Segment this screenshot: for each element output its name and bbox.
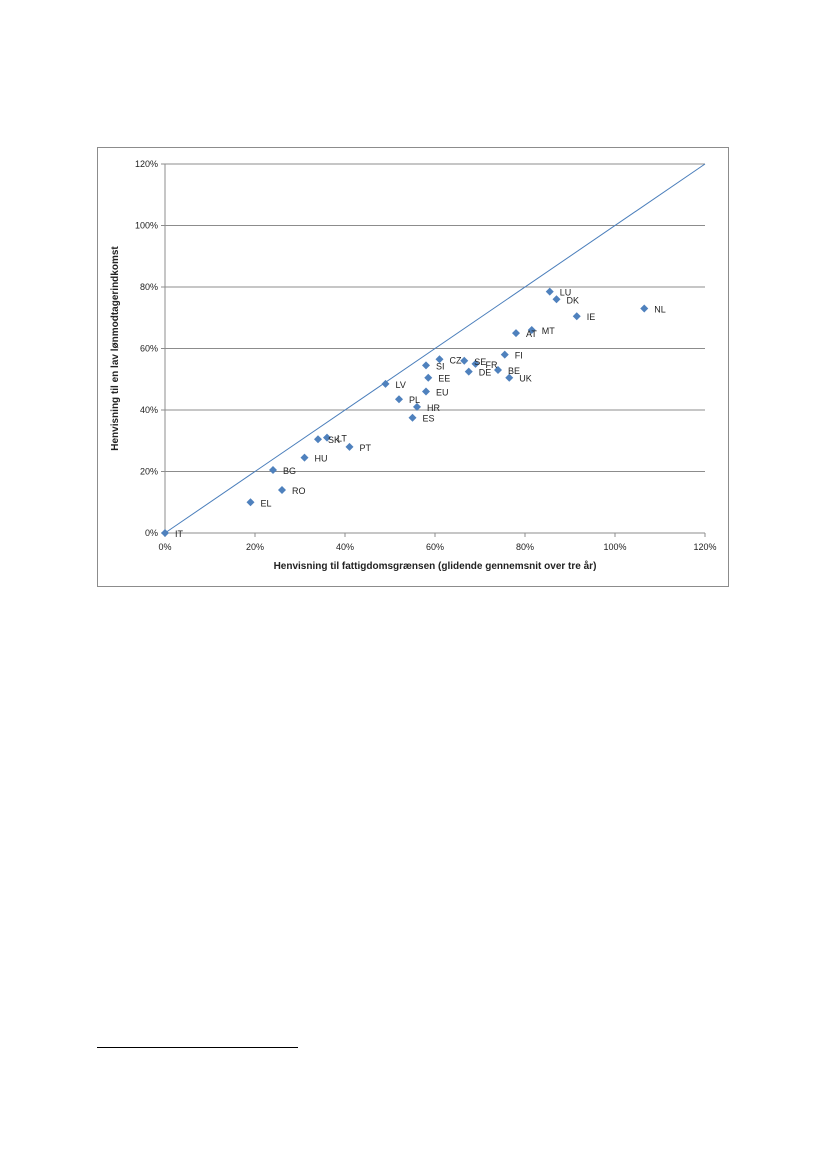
point-label-mt: MT <box>542 326 555 336</box>
point-label-pl: PL <box>409 395 420 405</box>
data-point-fi <box>500 350 509 359</box>
data-point-bg <box>269 465 277 474</box>
data-point-si <box>422 361 430 370</box>
footnote-separator <box>97 1047 298 1048</box>
x-tick-label: 0% <box>158 542 171 552</box>
data-point-eu <box>422 387 430 396</box>
point-label-es: ES <box>423 414 435 424</box>
data-point-ee <box>424 373 433 382</box>
point-label-fi: FI <box>515 351 523 361</box>
y-tick-label: 60% <box>140 344 158 354</box>
data-point-fr <box>471 359 480 368</box>
y-tick-label: 20% <box>140 467 158 477</box>
point-label-it: IT <box>175 529 184 539</box>
x-tick-label: 80% <box>516 542 534 552</box>
point-label-at: AT <box>526 329 537 339</box>
data-point-mt <box>527 326 536 335</box>
y-tick-label: 0% <box>145 528 158 538</box>
x-tick-label: 20% <box>246 542 264 552</box>
data-points <box>161 287 649 537</box>
data-point-it <box>161 529 169 537</box>
point-label-ee: EE <box>438 374 450 384</box>
point-label-eu: EU <box>436 388 449 398</box>
y-tick-label: 100% <box>135 221 158 231</box>
data-point-hr <box>413 402 421 411</box>
data-point-be <box>494 366 502 375</box>
y-axis-title: Henvisning til en lav lønmodtagerindkoms… <box>110 246 121 451</box>
point-label-ie: IE <box>587 312 596 322</box>
data-point-ie <box>572 312 581 321</box>
point-label-bg: BG <box>283 466 296 476</box>
data-point-de <box>464 367 473 376</box>
data-point-sk <box>314 435 322 444</box>
point-label-lt: LT <box>337 434 347 444</box>
reference-line-group <box>164 163 706 534</box>
data-point-dk <box>552 295 561 304</box>
data-point-lt <box>323 433 331 442</box>
point-label-lv: LV <box>396 380 406 390</box>
data-point-ro <box>278 485 286 494</box>
x-tick-label: 120% <box>693 542 716 552</box>
data-point-lv <box>381 379 390 388</box>
gridlines <box>165 163 705 472</box>
point-label-hu: HU <box>315 454 328 464</box>
point-label-de: DE <box>479 368 492 378</box>
x-tick-label: 40% <box>336 542 354 552</box>
point-label-uk: UK <box>519 374 532 384</box>
data-point-nl <box>640 304 649 313</box>
y-tick-label: 120% <box>135 159 158 169</box>
point-label-dk: DK <box>567 295 580 305</box>
y-tick-label: 40% <box>140 405 158 415</box>
point-label-be: BE <box>508 366 520 376</box>
point-label-ro: RO <box>292 486 306 496</box>
point-label-cz: CZ <box>450 355 462 365</box>
reference-line <box>164 163 706 534</box>
x-tick-label: 60% <box>426 542 444 552</box>
point-label-sk: SK <box>328 435 340 445</box>
data-point-el <box>246 498 255 507</box>
point-label-pt: PT <box>360 443 372 453</box>
x-axis-title: Henvisning til fattigdomsgrænsen (gliden… <box>274 560 597 572</box>
data-point-at <box>512 329 520 338</box>
data-point-pt <box>345 442 354 451</box>
data-point-uk <box>505 373 514 382</box>
tick-labels: 0% 20% 40% 60% 80% 100% 120% 0% 20% 40% 60% 80% 100%… <box>135 159 717 552</box>
data-point-lu <box>545 287 554 296</box>
axes <box>161 163 706 537</box>
point-label-se: SE <box>474 357 486 367</box>
point-label-el: EL <box>261 498 272 508</box>
y-tick-label: 80% <box>140 282 158 292</box>
chart-frame: IT EL RO BG HU SK LT PT LV PL ES HR EU EE SI CZ SE FR DE BE… <box>97 147 729 587</box>
point-label-hr: HR <box>427 403 440 413</box>
point-label-nl: NL <box>654 305 666 315</box>
data-point-es <box>408 413 417 422</box>
point-label-lu: LU <box>560 288 572 298</box>
data-point-hu <box>300 453 309 462</box>
point-label-si: SI <box>436 361 445 371</box>
data-point-se <box>460 356 469 365</box>
x-tick-label: 100% <box>603 542 626 552</box>
point-label-fr: FR <box>486 360 498 370</box>
data-point-cz <box>435 355 444 364</box>
data-point-pl <box>395 395 403 404</box>
